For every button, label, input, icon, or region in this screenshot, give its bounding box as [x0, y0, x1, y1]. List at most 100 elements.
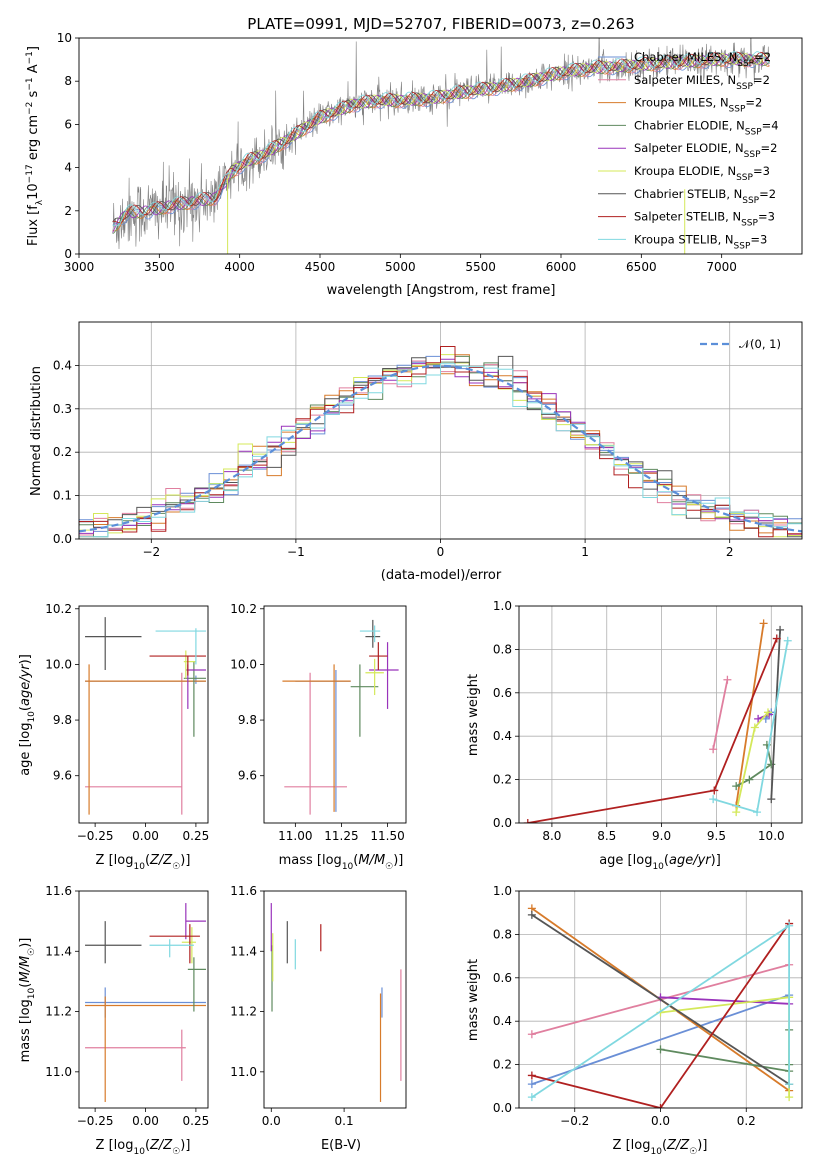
- label-part: SSP: [745, 127, 762, 137]
- weight-Z-x-label: Z [log10(Z/Z☉)]: [613, 1138, 708, 1157]
- axes-weight_vs_Z: −0.2 0.0 0.2 0.0 0.2 0.4 0.6 0.8 1.0: [493, 884, 803, 1128]
- legend-label-kroupa_miles: Kroupa MILES, NSSP=2: [634, 96, 762, 115]
- y-tick-label: 9.8: [53, 713, 72, 727]
- label-part: ☉: [27, 948, 37, 956]
- label-part: 10: [27, 711, 37, 723]
- spectrum-model-line-kroupa_stelib: [112, 51, 770, 227]
- y-tick-label: 9.8: [238, 713, 257, 727]
- label-part: M/M: [358, 853, 385, 868]
- weight-marker-salpeter_stelib: [710, 786, 719, 795]
- label-part: (: [664, 853, 669, 868]
- weight-line-kroupa_stelib: [712, 640, 789, 814]
- y-tick-label: 1.0: [493, 599, 512, 613]
- plot-area: [519, 891, 802, 1108]
- spectrum-model-line-kroupa_elodie: [226, 53, 770, 182]
- label-part: ☉: [385, 862, 393, 872]
- x-tick-label: 9.0: [652, 829, 671, 843]
- y-tick-label: 8: [64, 74, 72, 88]
- label-part: SSP: [734, 241, 751, 251]
- weight-marker-salpeter_elodie: [754, 714, 763, 723]
- weight-line-salpeter_stelib: [531, 922, 790, 1108]
- age-Z-x-label: Z [log10(Z/Z☉)]: [96, 853, 191, 872]
- y-tick-label: 0.8: [493, 927, 512, 941]
- label-part: Kroupa MILES, N: [634, 96, 729, 110]
- x-tick-label: 7000: [706, 260, 737, 274]
- histogram-x-label: (data-model)/error: [381, 568, 502, 583]
- y-tick-label: 0.2: [53, 445, 72, 459]
- y-tick-label: 11.4: [45, 944, 72, 958]
- x-tick-label: 0.25: [183, 1114, 210, 1128]
- weight-marker-kroupa_elodie: [750, 723, 759, 732]
- y-tick-label: 0.4: [493, 729, 512, 743]
- label-part: M/M: [18, 956, 33, 983]
- weight-marker-kroupa_stelib: [527, 1093, 536, 1102]
- label-part: SSP: [744, 150, 761, 160]
- legend-label-salpeter_elodie: Salpeter ELODIE, NSSP=2: [634, 141, 777, 160]
- weight-line-salpeter_elodie: [660, 996, 790, 1005]
- label-part: =2: [745, 96, 762, 110]
- weight-marker-salpeter_stelib: [527, 1071, 536, 1080]
- spectrum-model-line-chabrier_stelib: [112, 52, 770, 223]
- mass-y-label: mass [log10(M/M☉)]: [18, 938, 37, 1063]
- x-tick-label: 10.0: [758, 829, 785, 843]
- label-part: A: [26, 64, 41, 77]
- label-part: mass [log: [279, 853, 342, 868]
- legend-label-kroupa_elodie: Kroupa ELODIE, NSSP=3: [634, 164, 770, 183]
- y-tick-label: 11.6: [230, 884, 257, 898]
- label-part: SSP: [742, 196, 759, 206]
- label-part: )]: [180, 1138, 190, 1153]
- y-tick-label: 10.2: [230, 602, 257, 616]
- y-tick-label: 10.0: [45, 657, 72, 671]
- weight-line-kroupa_miles: [735, 623, 765, 806]
- x-tick-label: 3500: [144, 260, 175, 274]
- y-tick-label: 2: [64, 204, 72, 218]
- label-part: s: [26, 90, 41, 101]
- axes-frame: [263, 605, 407, 824]
- axes-frame: [518, 890, 803, 1109]
- label-part: (: [145, 853, 150, 868]
- y-tick-label: 0.0: [493, 1101, 512, 1115]
- x-tick-label: 11.00: [278, 829, 312, 843]
- plot-area: [85, 617, 206, 815]
- x-tick-label: 0.0: [262, 1114, 281, 1128]
- weight-age-x-label: age [log10(age/yr)]: [599, 853, 721, 872]
- axes-frame: [518, 605, 803, 824]
- label-part: (: [145, 1138, 150, 1153]
- spectrum-model-line-chabrier_miles: [112, 56, 770, 226]
- label-part: =2: [753, 73, 770, 87]
- label-part: =3: [750, 232, 767, 246]
- x-tick-label: 0.25: [183, 829, 210, 843]
- label-part: Z/Z: [149, 853, 173, 868]
- legend-label-kroupa_stelib: Kroupa STELIB, NSSP=3: [634, 232, 767, 251]
- label-part: SSP: [737, 59, 754, 69]
- y-tick-label: 10: [57, 31, 72, 45]
- label-part: Flux [f: [26, 205, 41, 246]
- y-tick-label: 11.0: [45, 1065, 72, 1079]
- y-tick-label: 0.6: [493, 686, 512, 700]
- y-tick-label: 10.0: [230, 657, 257, 671]
- y-tick-label: 0.1: [53, 489, 72, 503]
- y-tick-label: 0.4: [493, 1014, 512, 1028]
- label-part: 10: [133, 1147, 145, 1157]
- legend-label-salpeter_stelib: Salpeter STELIB, NSSP=3: [634, 210, 775, 229]
- x-tick-label: 4000: [224, 260, 255, 274]
- spectrum-x-label: wavelength [Angstrom, rest frame]: [327, 283, 556, 298]
- legend-label-normal: 𝒩(0, 1): [739, 337, 781, 351]
- label-part: Salpeter ELODIE, N: [634, 141, 744, 155]
- label-part: ☉: [172, 1147, 180, 1157]
- label-part: −1: [25, 77, 35, 90]
- plot-area: [79, 322, 802, 539]
- label-part: =2: [754, 50, 771, 64]
- spectrum-y-label: Flux [fλ10−17 erg cm−2 s−1 A−1]: [25, 46, 45, 246]
- weight-marker-salpeter_miles: [723, 675, 732, 684]
- axes-frame: [263, 890, 407, 1109]
- x-tick-label: 8.0: [542, 829, 561, 843]
- weight-marker-salpeter_stelib: [772, 634, 781, 643]
- x-tick-label: 5500: [465, 260, 496, 274]
- age-mass-x-label: mass [log10(M/M☉)]: [279, 853, 404, 872]
- label-part: Z/Z: [149, 1138, 173, 1153]
- weight-age-y-label: mass weight: [466, 674, 481, 756]
- weight-marker-kroupa_elodie: [785, 1093, 794, 1102]
- label-part: 10: [650, 1147, 662, 1157]
